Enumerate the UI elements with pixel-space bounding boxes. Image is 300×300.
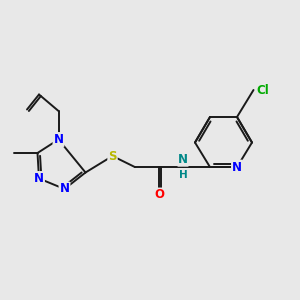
Text: N: N [53,133,64,146]
Text: Cl: Cl [256,83,269,97]
Text: N: N [34,172,44,185]
Text: S: S [108,149,117,163]
Text: H: H [178,169,188,180]
Text: N: N [178,153,188,166]
Text: O: O [154,188,164,202]
Text: N: N [232,160,242,174]
Text: N: N [59,182,70,196]
